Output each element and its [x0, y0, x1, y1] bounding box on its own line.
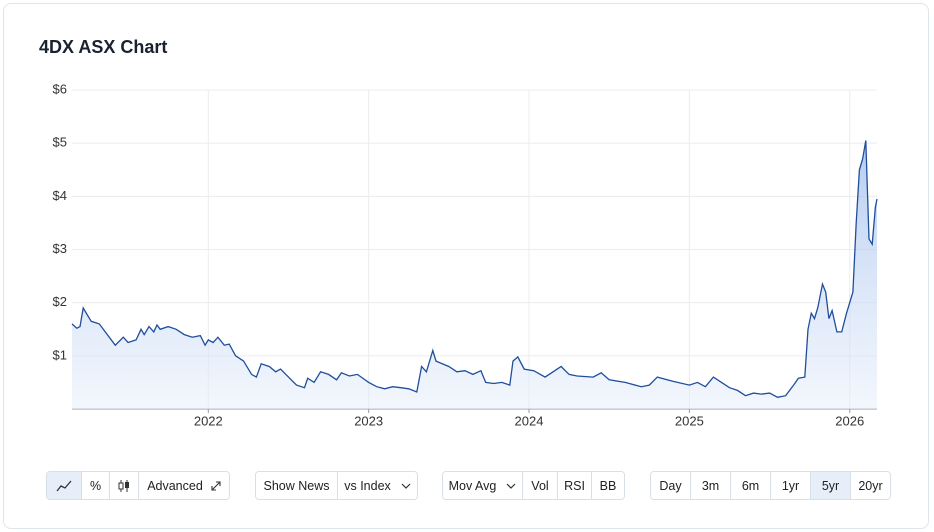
- button-label: 5yr: [821, 478, 840, 493]
- advanced-label: Advanced: [147, 478, 203, 493]
- chart: $1 $2 $3 $4 $5 $6 2022 2023 2024 2025 2026: [53, 81, 878, 428]
- chevron-icon: [401, 483, 411, 489]
- x-tick-label: 2022: [194, 413, 223, 428]
- y-tick-label: $6: [53, 81, 67, 96]
- y-tick-label: $2: [53, 294, 67, 309]
- toolbar-button[interactable]: 5yr: [810, 472, 850, 499]
- x-tick-label: 2024: [515, 413, 544, 428]
- button-label: 20yr: [858, 478, 883, 493]
- chart-tools: % Advanced: [46, 471, 230, 500]
- button-label: 6m: [741, 478, 760, 493]
- x-tick-label: 2025: [675, 413, 704, 428]
- button-label: 1yr: [781, 478, 800, 493]
- x-tick-label: 2026: [835, 413, 864, 428]
- button-label: RSI: [564, 478, 585, 493]
- toolbar-button[interactable]: BB: [591, 472, 624, 499]
- candle-icon: [118, 479, 129, 492]
- y-tick-label: $4: [53, 188, 67, 203]
- range-tools: Day 3m 6m 1yr 5yr 20yr: [650, 471, 891, 500]
- toolbar-button[interactable]: Day: [651, 472, 690, 499]
- toolbar-button[interactable]: 1yr: [770, 472, 810, 499]
- indicator-tools: Mov Avg Vol RSI BB: [442, 471, 625, 500]
- button-label: Mov Avg: [448, 478, 497, 493]
- advanced-button[interactable]: Advanced: [138, 472, 229, 499]
- chevron-icon: [506, 483, 516, 489]
- line-mode-button[interactable]: [47, 472, 81, 499]
- vs-index-label: vs Index: [344, 478, 391, 493]
- button-label: Day: [659, 478, 682, 493]
- toolbar-button[interactable]: 3m: [690, 472, 730, 499]
- chart-card: 4DX ASX Chart: [3, 3, 929, 529]
- vs-index-button[interactable]: vs Index: [337, 472, 417, 499]
- toolbar-button[interactable]: 6m: [730, 472, 770, 499]
- y-tick-label: $3: [53, 241, 67, 256]
- line-icon: [56, 480, 72, 491]
- y-tick-label: $5: [53, 135, 67, 150]
- toolbar-button[interactable]: Vol: [522, 472, 557, 499]
- x-tick-label: 2023: [354, 413, 383, 428]
- button-label: 3m: [701, 478, 720, 493]
- price-line: [71, 140, 878, 398]
- toolbar-button[interactable]: Mov Avg: [443, 472, 522, 499]
- candle-button[interactable]: [109, 472, 138, 499]
- toolbar-button[interactable]: RSI: [557, 472, 591, 499]
- toolbar-button[interactable]: 20yr: [850, 472, 890, 499]
- show-news-button[interactable]: Show News: [256, 472, 337, 499]
- y-tick-label: $1: [53, 347, 67, 362]
- percent-button[interactable]: %: [81, 472, 109, 499]
- expand-icon: [211, 480, 221, 491]
- button-label: BB: [599, 478, 617, 493]
- chart-title: 4DX ASX Chart: [39, 37, 168, 57]
- button-label: Vol: [531, 478, 549, 493]
- overlay-tools: Show News vs Index: [255, 471, 418, 500]
- price-area: [72, 140, 877, 409]
